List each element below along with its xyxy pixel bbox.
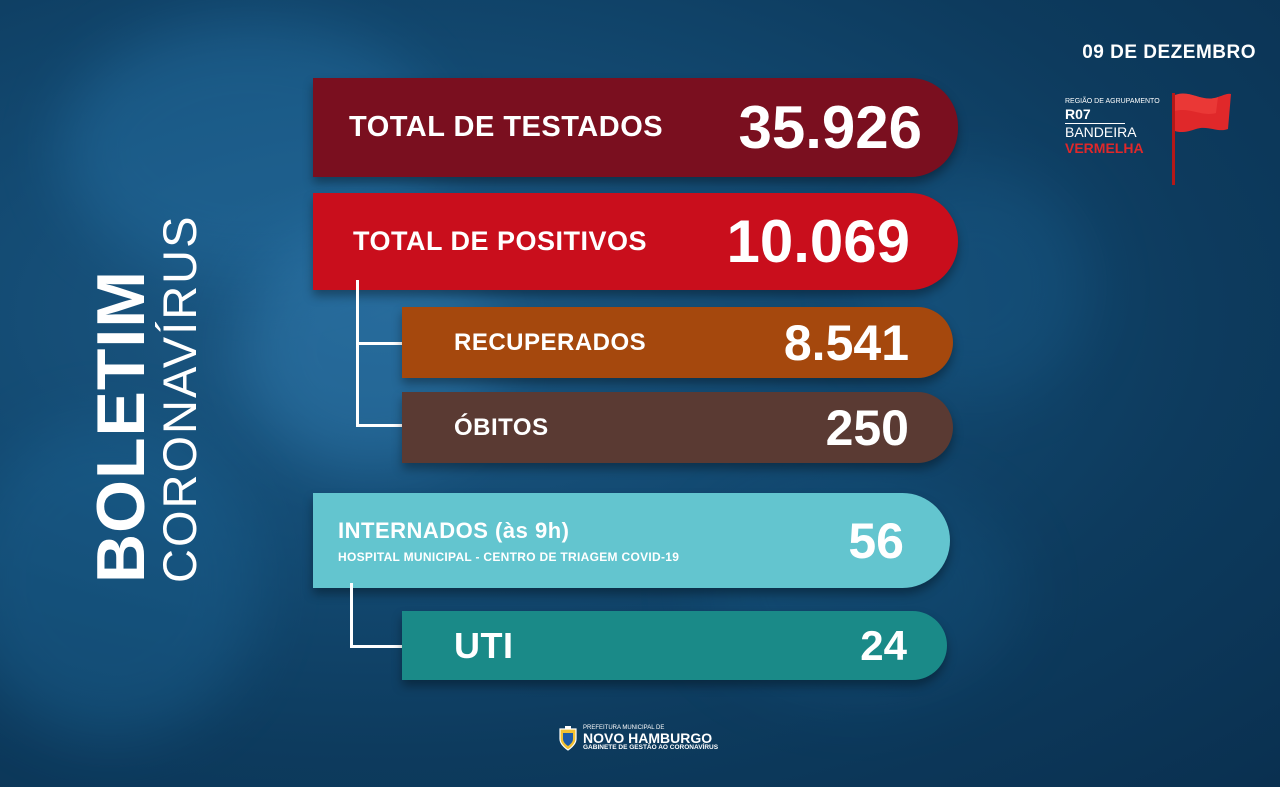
hospitalized-card: INTERNADOS (às 9h) HOSPITAL MUNICIPAL - … (313, 493, 950, 588)
red-flag-icon (1172, 93, 1231, 185)
tree-connector (350, 583, 437, 648)
icu-label: UTI (454, 624, 514, 666)
total-positive-value: 10.069 (726, 208, 910, 275)
footer-city: NOVO HAMBURGO (583, 730, 713, 746)
tree-connector (356, 280, 436, 345)
deaths-value: 250 (825, 399, 909, 456)
recovered-label: RECUPERADOS (454, 328, 647, 356)
region-flag-status: REGIÃO DE AGRUPAMENTO R07 BANDEIRA VERME… (1065, 93, 1245, 192)
hospitalized-sublabel: HOSPITAL MUNICIPAL - CENTRO DE TRIAGEM C… (338, 549, 680, 564)
region-code: R07 (1065, 106, 1125, 124)
total-tested-card: TOTAL DE TESTADOS 35.926 (313, 78, 958, 177)
icu-value: 24 (860, 621, 907, 669)
bulletin-date: 09 DE DEZEMBRO (1082, 42, 1256, 63)
recovered-value: 8.541 (783, 314, 909, 371)
deaths-card: ÓBITOS 250 (402, 392, 953, 463)
total-positive-card: TOTAL DE POSITIVOS 10.069 (313, 193, 958, 290)
hospitalized-label: INTERNADOS (às 9h) (338, 517, 570, 543)
icu-card: UTI 24 (402, 611, 947, 680)
background-blob (0, 420, 260, 740)
footer-caption: PREFEITURA MUNICIPAL DE (583, 725, 665, 731)
flag-color-name: VERMELHA (1065, 140, 1144, 156)
deaths-label: ÓBITOS (454, 413, 549, 441)
total-positive-label: TOTAL DE POSITIVOS (353, 226, 648, 256)
footer-logo: PREFEITURA MUNICIPAL DE NOVO HAMBURGO GA… (558, 725, 718, 752)
flag-word: BANDEIRA (1065, 124, 1137, 140)
city-crest-icon (559, 726, 577, 751)
hospitalized-value: 56 (848, 512, 904, 569)
footer-sub: GABINETE DE GESTÃO AO CORONAVÍRUS (583, 744, 719, 751)
tree-connector (356, 345, 436, 427)
bulletin-title: BOLETIM CORONAVÍRUS (83, 163, 206, 583)
total-tested-label: TOTAL DE TESTADOS (349, 111, 664, 143)
region-caption: REGIÃO DE AGRUPAMENTO (1065, 98, 1160, 105)
title-bold: BOLETIM (83, 270, 159, 583)
title-light: CORONAVÍRUS (153, 214, 206, 583)
recovered-card: RECUPERADOS 8.541 (402, 307, 953, 378)
total-tested-value: 35.926 (738, 94, 922, 161)
